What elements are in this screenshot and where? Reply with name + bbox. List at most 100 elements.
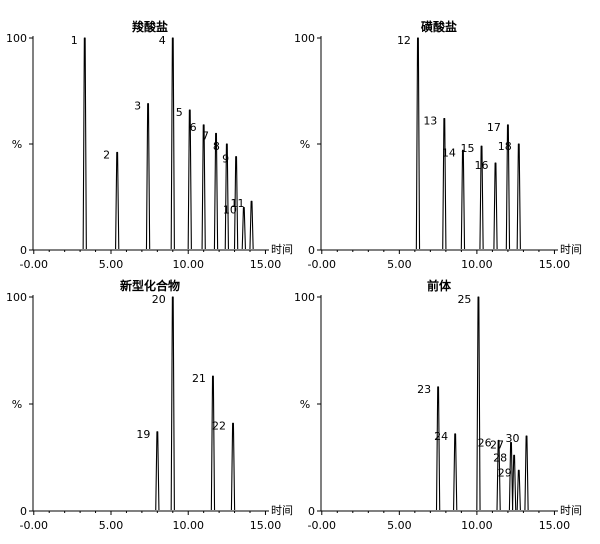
x-axis-label: 时间 [271, 504, 293, 517]
peak-trace [170, 296, 175, 511]
peak-label: 26 [478, 436, 492, 449]
peak-label: 19 [136, 428, 150, 441]
peak-label: 3 [134, 100, 141, 113]
peak-label: 16 [475, 159, 489, 172]
peak-trace [442, 118, 447, 250]
peak-label: 17 [487, 121, 501, 134]
x-axis-label: 时间 [560, 243, 582, 256]
peak-trace [511, 454, 517, 511]
peak-trace [145, 103, 151, 250]
peak-trace [453, 433, 458, 511]
peak-label: 1 [71, 34, 78, 47]
peak-label: 29 [498, 466, 512, 479]
x-tick-label: -0.00 [308, 519, 336, 532]
peak-label: 14 [442, 146, 456, 159]
peak-trace [187, 109, 192, 250]
peak-label: 22 [212, 419, 226, 432]
peak-label: 5 [176, 106, 183, 119]
peak-trace [210, 375, 216, 511]
peak-trace [241, 207, 246, 250]
peak-label: 4 [159, 34, 166, 47]
peak-label: 23 [417, 383, 431, 396]
y-axis-label: % [300, 138, 310, 151]
peak-trace [230, 422, 236, 511]
peak-trace [155, 431, 160, 511]
x-tick-label: 5.00 [387, 258, 412, 271]
peak-trace [524, 435, 529, 511]
peak-trace [435, 386, 441, 511]
x-tick-label: 15.00 [539, 519, 571, 532]
peak-label: 30 [506, 432, 520, 445]
peak-trace [516, 143, 521, 250]
y-axis-label: % [300, 398, 310, 411]
y-axis-label: % [12, 138, 22, 151]
peak-trace [496, 439, 501, 511]
y-tick-label: 0 [20, 505, 27, 518]
peak-label: 25 [457, 293, 471, 306]
x-tick-label: 10.00 [461, 519, 493, 532]
peak-trace [249, 200, 254, 250]
peak-label: 11 [231, 197, 245, 210]
x-tick-label: -0.00 [308, 258, 336, 271]
x-tick-label: 5.00 [387, 519, 412, 532]
x-tick-label: 15.00 [539, 258, 571, 271]
peak-trace [460, 149, 466, 250]
x-tick-label: 10.00 [172, 519, 204, 532]
peak-label: 28 [493, 451, 507, 464]
peak-label: 24 [434, 430, 448, 443]
chart-panel-3: 新型化合物 0 100% -0.00 5.00 10.00 15.00 时间 19 20 21 22 [6, 278, 293, 532]
chart-title: 磺酸盐 [421, 19, 457, 34]
peak-label: 6 [190, 121, 197, 134]
peak-label: 18 [498, 140, 512, 153]
peak-trace [201, 124, 206, 250]
x-tick-label: -0.00 [20, 519, 48, 532]
peak-trace [233, 156, 239, 250]
peak-label: 9 [222, 153, 229, 166]
chart-title: 新型化合物 [120, 278, 180, 293]
chart-panel-4: 前体 0 100% -0.00 5.00 10.00 15.00 时间 23 24 25 262728… [294, 278, 582, 532]
chart-title: 前体 [427, 278, 452, 293]
y-tick-label: 100 [6, 32, 27, 45]
x-tick-label: 10.00 [461, 258, 493, 271]
peak-trace [493, 162, 498, 250]
peak-trace [170, 37, 175, 250]
y-tick-label: 100 [6, 291, 27, 304]
peak-label: 21 [192, 372, 206, 385]
peak-label: 12 [397, 34, 411, 47]
peak-trace [476, 296, 481, 511]
peak-trace [213, 132, 219, 250]
x-tick-label: 5.00 [99, 519, 124, 532]
chart-title: 羧酸盐 [132, 19, 168, 34]
peak-label: 27 [490, 439, 504, 452]
y-tick-label: 100 [294, 32, 315, 45]
peak-label: 2 [103, 148, 110, 161]
x-tick-label: 15.00 [250, 258, 282, 271]
peak-trace [224, 143, 229, 250]
peak-label: 8 [213, 140, 220, 153]
x-axis-label: 时间 [271, 243, 293, 256]
peak-label: 20 [152, 293, 166, 306]
x-tick-label: -0.00 [20, 258, 48, 271]
peak-trace [505, 124, 511, 250]
peak-trace [82, 37, 87, 250]
x-tick-label: 10.00 [172, 258, 204, 271]
y-tick-label: 100 [294, 291, 315, 304]
peak-label: 10 [223, 204, 237, 217]
y-axis-label: % [12, 398, 22, 411]
peak-trace [115, 151, 120, 250]
y-tick-label: 0 [20, 244, 27, 257]
y-tick-label: 0 [308, 244, 315, 257]
y-tick-label: 0 [308, 505, 315, 518]
peak-trace [415, 37, 421, 250]
peak-trace [479, 145, 484, 250]
x-tick-label: 5.00 [99, 258, 124, 271]
peak-trace [508, 441, 514, 511]
x-axis-label: 时间 [560, 504, 582, 517]
peak-label: 13 [423, 115, 437, 128]
peak-label: 15 [461, 142, 475, 155]
x-tick-label: 15.00 [250, 519, 282, 532]
peak-trace [516, 469, 521, 511]
